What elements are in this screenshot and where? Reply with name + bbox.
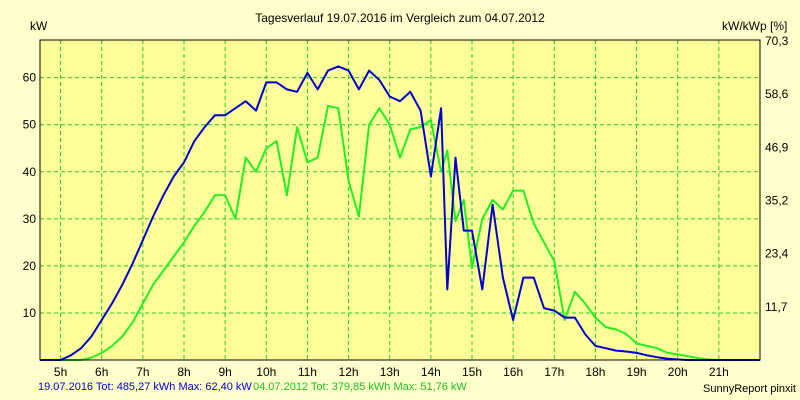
x-tick-label: 12h bbox=[339, 365, 359, 379]
y2-tick-label: 35,2 bbox=[765, 193, 789, 207]
y-tick-label: 10 bbox=[23, 306, 37, 320]
x-tick-label: 21h bbox=[709, 365, 729, 379]
y2-axis-label: kW/kWp [%] bbox=[722, 19, 787, 33]
y2-tick-label: 46,9 bbox=[765, 140, 789, 154]
x-tick-label: 11h bbox=[298, 365, 317, 379]
y2-tick-label: 11,7 bbox=[765, 300, 788, 314]
x-tick-label: 14h bbox=[421, 365, 441, 379]
series-layer bbox=[40, 65, 760, 361]
x-tick-label: 16h bbox=[503, 365, 523, 379]
x-tick-label: 15h bbox=[462, 365, 482, 379]
legend-series-2: 04.07.2012 Tot: 379,85 kWh Max: 51,76 kW bbox=[253, 381, 467, 393]
x-tick-label: 13h bbox=[380, 365, 400, 379]
tick-labels: 5h 6h 7h 8h 9h 10h 11h 12h 13h 14h 15h 16h 17h 18h 19h… bbox=[23, 34, 789, 379]
y-tick-label: 30 bbox=[23, 212, 37, 226]
x-tick-label: 20h bbox=[668, 365, 688, 379]
y2-tick-label: 58,6 bbox=[765, 87, 789, 101]
series-line-2 bbox=[40, 104, 760, 361]
chart-title: Tagesverlauf 19.07.2016 im Vergleich zum… bbox=[255, 11, 545, 25]
y2-tick-label: 70,3 bbox=[765, 34, 789, 48]
y-tick-label: 40 bbox=[23, 165, 37, 179]
x-tick-label: 5h bbox=[54, 365, 67, 379]
y-tick-label: 20 bbox=[23, 259, 37, 273]
y-tick-label: 50 bbox=[23, 118, 37, 132]
x-tick-label: 8h bbox=[177, 365, 190, 379]
x-tick-label: 7h bbox=[136, 365, 149, 379]
plot-area bbox=[40, 40, 760, 360]
x-tick-label: 19h bbox=[627, 365, 647, 379]
y2-tick-label: 23,4 bbox=[765, 247, 789, 261]
grid bbox=[40, 40, 760, 360]
x-tick-label: 10h bbox=[256, 365, 276, 379]
credit: SunnyReport pinxit bbox=[703, 383, 796, 395]
x-tick-label: 9h bbox=[218, 365, 231, 379]
x-tick-label: 17h bbox=[544, 365, 564, 379]
series-line-1 bbox=[40, 65, 760, 361]
x-tick-label: 6h bbox=[95, 365, 108, 379]
legend-series-1: 19.07.2016 Tot: 485,27 kWh Max: 62,40 kW bbox=[38, 381, 252, 393]
y-tick-label: 60 bbox=[23, 71, 37, 85]
plot-frame bbox=[39, 39, 761, 361]
y-axis-label: kW bbox=[30, 19, 48, 33]
x-tick-label: 18h bbox=[585, 365, 605, 379]
